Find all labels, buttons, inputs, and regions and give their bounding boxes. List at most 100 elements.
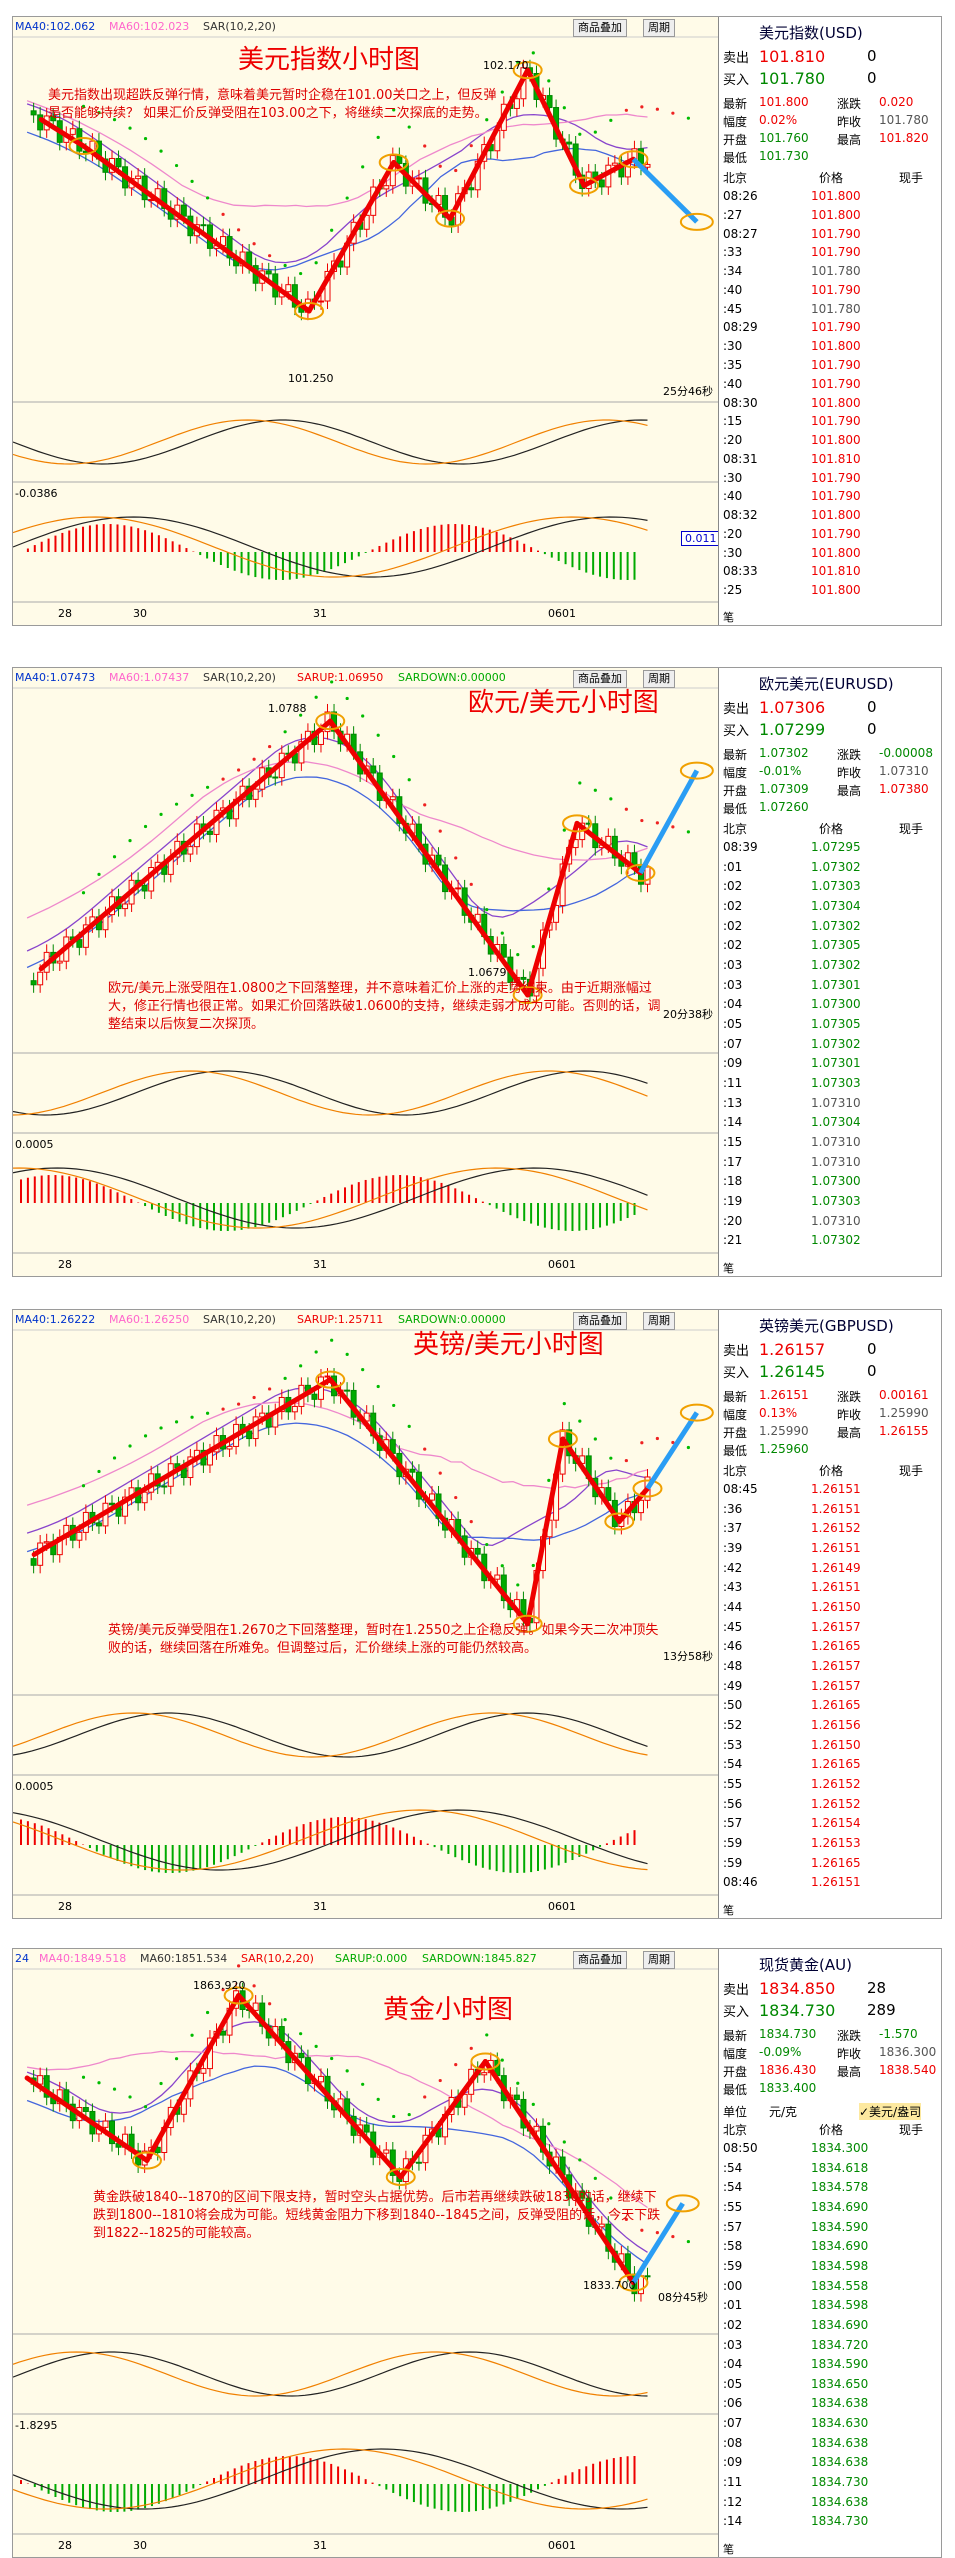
sar-dot — [283, 2018, 287, 2022]
toolbar-button[interactable]: 周期 — [643, 1312, 675, 1330]
toolbar-button[interactable]: 周期 — [643, 1951, 675, 1969]
trade-time: :01 — [723, 2298, 743, 2313]
sar-dot — [423, 803, 427, 807]
candle-body — [122, 1496, 129, 1517]
sar-dot — [547, 887, 551, 891]
candle-body — [220, 2030, 227, 2036]
candle-body — [252, 2002, 259, 2011]
sar-dot — [299, 713, 303, 717]
trade-price: 1.07302 — [811, 958, 861, 972]
date-label: 30 — [133, 607, 147, 620]
stat-value: 1.25990 — [879, 1406, 929, 1420]
sar-dot — [205, 785, 210, 789]
unit-option: 元/克 — [769, 2105, 798, 2119]
trade-price: 1.07310 — [811, 1135, 861, 1149]
stat-value: 1.26151 — [759, 1388, 809, 1402]
candle-body — [383, 185, 390, 190]
trade-price: 101.800 — [811, 207, 861, 222]
candle-body — [252, 788, 259, 800]
sar-dot — [376, 733, 380, 737]
sar-dot — [485, 2033, 489, 2037]
sar-dot — [500, 90, 504, 94]
quote-volume: 28 — [867, 1979, 887, 1997]
sar-dot — [516, 953, 520, 957]
toolbar-button[interactable]: 周期 — [643, 19, 675, 37]
candle-body — [135, 175, 142, 180]
candle-body — [363, 2124, 370, 2133]
candle-body — [206, 830, 213, 835]
indicator: SAR(10,2,20) — [203, 1313, 276, 1326]
sar-dot — [159, 1426, 163, 1430]
toolbar-button[interactable]: 商品叠加 — [573, 1951, 627, 1969]
column-header: 北京 — [723, 1464, 748, 1478]
indicator: SARUP:1.06950 — [297, 671, 384, 684]
sar-dot — [562, 828, 566, 832]
trade-time: 08:46 — [723, 1875, 758, 1890]
candle-body — [363, 214, 370, 230]
trade-price: 1834.558 — [811, 2278, 869, 2293]
turning-point — [632, 1479, 663, 1498]
sar-dot — [500, 931, 504, 935]
trade-price: 1.07302 — [811, 918, 861, 933]
trade-time: :36 — [723, 1501, 743, 1516]
footer-tab: 笔 — [723, 611, 734, 624]
trade-price: 1834.598 — [811, 2258, 869, 2273]
candle-body — [461, 2093, 468, 2108]
stat-label: 涨跌 — [837, 748, 862, 762]
sar-dot — [81, 104, 86, 108]
candle-body — [455, 887, 462, 890]
sar-dot — [516, 2081, 520, 2085]
candle-body — [494, 1574, 501, 1580]
trade-price: 1834.578 — [811, 2180, 869, 2195]
trade-price: 101.790 — [811, 282, 861, 297]
trade-price: 1.07303 — [811, 879, 861, 894]
trade-time: :54 — [723, 2160, 743, 2175]
sar-dot — [314, 1350, 318, 1354]
trend-arrow — [306, 160, 397, 314]
column-header: 北京 — [723, 171, 748, 185]
macd-line — [13, 2448, 648, 2510]
toolbar-button[interactable]: 周期 — [643, 670, 675, 688]
moving-average — [26, 776, 648, 969]
trade-price: 1.07301 — [811, 977, 861, 992]
sar-dot — [283, 263, 287, 268]
macd-line — [13, 2448, 648, 2510]
quote-title: 欧元美元(EURUSD) — [759, 675, 894, 693]
stat-label: 昨收 — [837, 766, 862, 780]
sar-dot — [686, 830, 690, 834]
toolbar-button[interactable]: 商品叠加 — [573, 1312, 627, 1330]
stat-value: -0.00008 — [879, 746, 933, 760]
turning-point — [512, 986, 543, 1004]
quote-sidebar: 美元指数(USD) 卖出 101.810 0 买入 101.780 0 最新 101.800 涨跌… — [718, 17, 941, 625]
quote-volume: 0 — [867, 1362, 877, 1380]
sar-dot — [81, 2075, 86, 2079]
date-label: 31 — [313, 607, 327, 620]
sar-dot — [174, 1420, 179, 1424]
stat-value: 1.07380 — [879, 782, 929, 796]
trend-arrow — [525, 820, 580, 998]
price-label: 1833.700 — [583, 2279, 636, 2292]
stat-label: 最低 — [723, 151, 748, 165]
toolbar-button[interactable]: 商品叠加 — [573, 19, 627, 37]
sar-dot — [205, 196, 210, 200]
sar-dot — [330, 228, 334, 232]
toolbar-button[interactable]: 商品叠加 — [573, 670, 627, 688]
macd-line — [13, 516, 648, 578]
trade-time: :35 — [723, 357, 743, 372]
trend-arrow — [391, 160, 453, 222]
candle-body — [76, 939, 83, 948]
trade-price: 101.790 — [811, 489, 861, 504]
sar-dot — [624, 807, 628, 811]
sar-dot — [252, 1395, 256, 1400]
sar-dot — [686, 2239, 690, 2244]
trade-time: 08:50 — [723, 2141, 758, 2155]
macd-line — [13, 1809, 648, 1871]
sar-dot — [438, 2078, 442, 2083]
quote-price: 1.26157 — [759, 1340, 826, 1359]
trend-arrow — [560, 1436, 622, 1524]
sar-dot — [299, 271, 303, 276]
stat-value: 1838.540 — [879, 2063, 937, 2077]
sar-dot — [469, 1520, 473, 1524]
indicator: SAR(10,2,20) — [203, 671, 276, 684]
chart-title: 美元指数小时图 — [238, 45, 421, 75]
